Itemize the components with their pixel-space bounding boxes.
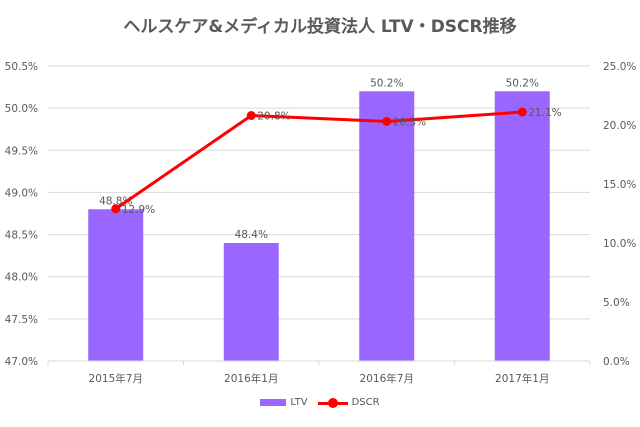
legend-dscr[interactable]: DSCR [317, 397, 380, 408]
bar-swatch-icon [260, 399, 287, 406]
x-axis-label: 2017年1月 [495, 372, 549, 385]
left-axis-tick: 49.5% [5, 145, 38, 157]
right-axis-tick: 15.0% [603, 179, 636, 191]
chart-title: ヘルスケア&メディカル投資法人 LTV・DSCR推移 [123, 17, 517, 37]
dscr-marker[interactable] [382, 116, 392, 126]
ltv-data-label: 50.2% [506, 77, 539, 89]
left-axis-tick: 50.0% [5, 103, 38, 115]
right-axis-tick: 10.0% [603, 238, 636, 250]
dscr-marker[interactable] [517, 107, 527, 117]
x-axis-label: 2016年1月 [224, 372, 278, 385]
ltv-bar[interactable] [223, 243, 279, 361]
left-axis-tick: 47.5% [5, 314, 38, 326]
left-axis-tick: 48.5% [5, 230, 38, 242]
ltv-bars: 48.8%48.4%50.2% 50.2% [88, 77, 550, 362]
legend: LTV DSCR [0, 397, 640, 408]
left-axis-tick: 49.0% [5, 187, 38, 199]
ltv-data-label: 48.4% [235, 229, 268, 241]
dscr-data-label: 12.9% [122, 204, 155, 216]
right-axis-tick: 5.0% [603, 297, 630, 309]
right-axis-tick: 25.0% [603, 61, 636, 73]
dscr-data-label: 20.8% [257, 111, 290, 123]
left-axis-tick: 48.0% [5, 272, 38, 284]
line-marker-swatch-icon [317, 397, 348, 408]
left-axis: 50.5% 50.0% 49.5% 49.0% 48.5% 48.0% 47.5% 47.0% [5, 61, 38, 368]
left-axis-tick: 47.0% [5, 356, 38, 368]
dscr-marker[interactable] [111, 204, 121, 214]
dscr-data-label: 21.1% [528, 107, 561, 119]
legend-ltv-label: LTV [290, 397, 308, 408]
x-axis-label: 2016年7月 [360, 372, 414, 385]
ltv-bar[interactable] [359, 91, 415, 362]
dscr-data-label: 20.3% [393, 116, 426, 128]
ltv-bar[interactable] [494, 91, 550, 362]
dscr-marker[interactable] [246, 111, 256, 121]
right-axis-tick: 0.0% [603, 356, 630, 368]
ltv-bar[interactable] [88, 209, 144, 361]
left-axis-tick: 50.5% [5, 61, 38, 73]
legend-ltv[interactable]: LTV [260, 397, 308, 408]
legend-dscr-label: DSCR [351, 397, 380, 408]
right-axis: 25.0% 20.0% 15.0% 10.0% 5.0% 0.0% [603, 61, 636, 368]
dscr-line: 12.9% 20.8% 20.3% 21.1% [111, 107, 562, 216]
right-axis-tick: 20.0% [603, 120, 636, 132]
ltv-data-label: 50.2% [370, 77, 403, 89]
x-axis-label: 2015年7月 [89, 372, 143, 385]
x-axis: 2015年7月 2016年1月 2016年7月 2017年1月 [47, 360, 591, 385]
